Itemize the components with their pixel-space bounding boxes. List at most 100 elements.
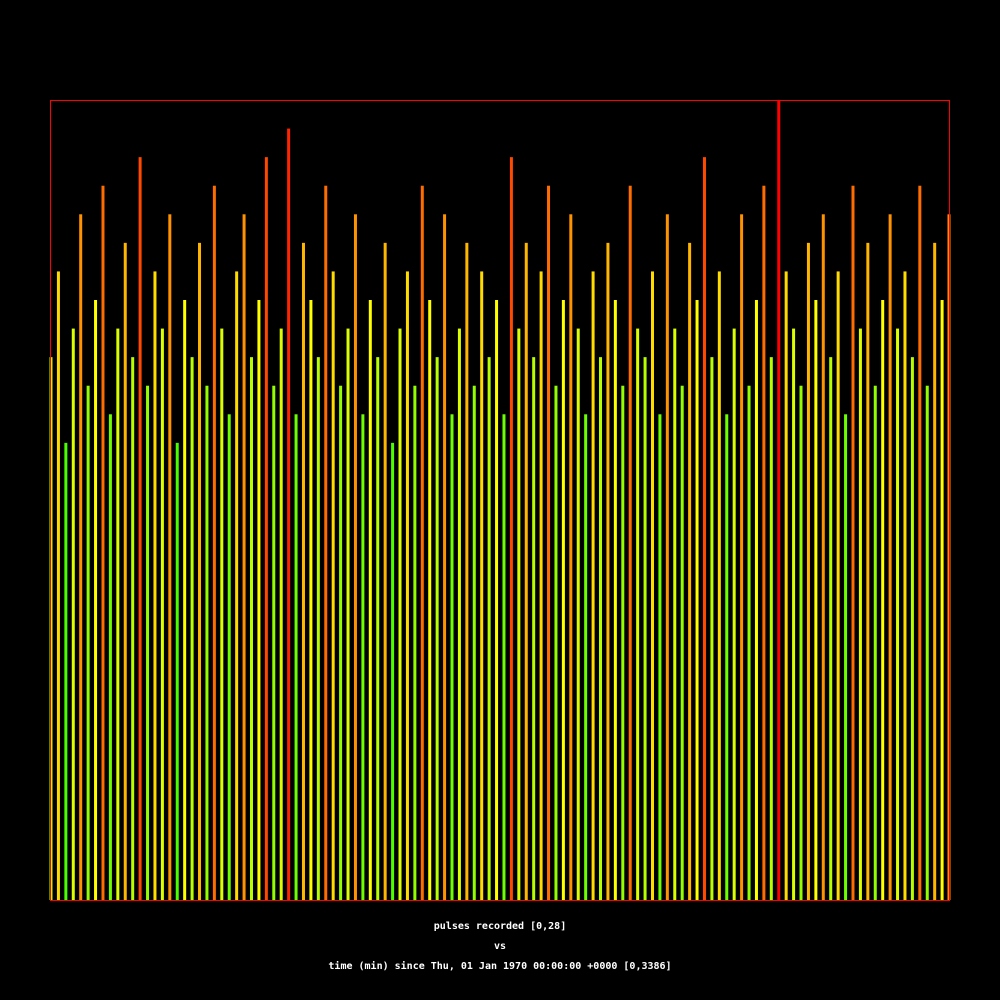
bar bbox=[621, 385, 625, 900]
bars bbox=[49, 100, 951, 901]
bar bbox=[732, 328, 736, 901]
bar bbox=[881, 300, 885, 900]
bar bbox=[702, 157, 706, 901]
bar bbox=[324, 185, 328, 900]
bar bbox=[398, 328, 402, 901]
bar bbox=[754, 300, 758, 900]
bar bbox=[309, 300, 313, 900]
bar bbox=[405, 271, 409, 900]
bar bbox=[391, 442, 395, 900]
bar bbox=[190, 357, 194, 901]
bar bbox=[153, 271, 157, 900]
bar bbox=[227, 414, 231, 900]
bar bbox=[108, 414, 112, 900]
bar bbox=[873, 385, 877, 900]
plot-frame bbox=[50, 100, 950, 901]
bar bbox=[383, 242, 387, 900]
bar bbox=[272, 385, 276, 900]
bar bbox=[428, 300, 432, 900]
bar bbox=[903, 271, 907, 900]
bar bbox=[331, 271, 335, 900]
bar bbox=[829, 357, 833, 901]
bar bbox=[457, 328, 461, 901]
bar bbox=[339, 385, 343, 900]
bar bbox=[710, 357, 714, 901]
bar bbox=[925, 385, 929, 900]
bar bbox=[94, 300, 98, 900]
bar bbox=[79, 214, 83, 901]
bar bbox=[584, 414, 588, 900]
bar bbox=[806, 242, 810, 900]
bar bbox=[628, 185, 632, 900]
bar bbox=[740, 214, 744, 901]
bar bbox=[688, 242, 692, 900]
bar bbox=[56, 271, 60, 900]
bar bbox=[160, 328, 164, 901]
bar bbox=[420, 185, 424, 900]
bar bbox=[539, 271, 543, 900]
bar bbox=[918, 185, 922, 900]
bar bbox=[888, 214, 892, 901]
bar bbox=[747, 385, 751, 900]
bar bbox=[866, 242, 870, 900]
bar bbox=[235, 271, 239, 900]
bar bbox=[361, 414, 365, 900]
bar bbox=[287, 128, 291, 901]
bar bbox=[487, 357, 491, 901]
bar bbox=[242, 214, 246, 901]
bar bbox=[450, 414, 454, 900]
versus-label: vs bbox=[494, 941, 506, 952]
bar bbox=[183, 300, 187, 900]
bar bbox=[606, 242, 610, 900]
bar bbox=[168, 214, 172, 901]
bar bbox=[495, 300, 499, 900]
bar bbox=[524, 242, 528, 900]
bar bbox=[576, 328, 580, 901]
bar bbox=[665, 214, 669, 901]
bar bbox=[101, 185, 105, 900]
bar bbox=[851, 185, 855, 900]
bar bbox=[435, 357, 439, 901]
bar bbox=[844, 414, 848, 900]
bar bbox=[353, 214, 357, 901]
bar bbox=[116, 328, 120, 901]
bar bbox=[599, 357, 603, 901]
bar bbox=[249, 357, 253, 901]
bar bbox=[443, 214, 447, 901]
bar bbox=[725, 414, 729, 900]
bar bbox=[131, 357, 135, 901]
bar bbox=[279, 328, 283, 901]
bar bbox=[799, 385, 803, 900]
bar bbox=[316, 357, 320, 901]
bar bbox=[294, 414, 298, 900]
bar bbox=[561, 300, 565, 900]
x-axis-label: time (min) since Thu, 01 Jan 1970 00:00:… bbox=[328, 960, 671, 972]
bar bbox=[264, 157, 268, 901]
bar bbox=[413, 385, 417, 900]
bar bbox=[695, 300, 699, 900]
bar bbox=[376, 357, 380, 901]
bar bbox=[762, 185, 766, 900]
bar bbox=[205, 385, 209, 900]
bar bbox=[220, 328, 224, 901]
bar bbox=[86, 385, 90, 900]
bar bbox=[71, 328, 75, 901]
bar bbox=[910, 357, 914, 901]
bar bbox=[509, 157, 513, 901]
bar bbox=[680, 385, 684, 900]
bar bbox=[138, 157, 142, 901]
bar bbox=[717, 271, 721, 900]
bar bbox=[517, 328, 521, 901]
bar bbox=[673, 328, 677, 901]
bar bbox=[554, 385, 558, 900]
bar bbox=[212, 185, 216, 900]
bar bbox=[636, 328, 640, 901]
bar bbox=[569, 214, 573, 901]
bar bbox=[940, 300, 944, 900]
bar bbox=[591, 271, 595, 900]
bar bbox=[777, 100, 781, 900]
bar bbox=[146, 385, 150, 900]
bar bbox=[465, 242, 469, 900]
